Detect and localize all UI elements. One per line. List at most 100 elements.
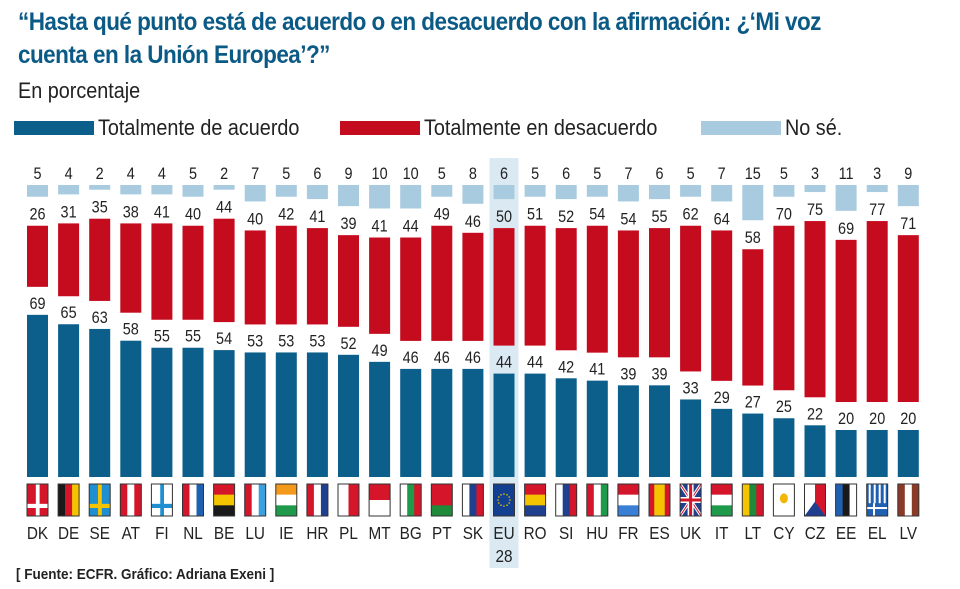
label-dontknow: 6 [500, 165, 508, 183]
flag-stripe [711, 484, 733, 495]
category-label: IE [279, 523, 293, 543]
category-label: IT [715, 523, 729, 543]
flag-cross-h [89, 503, 111, 508]
label-dontknow: 5 [282, 165, 290, 183]
label-agree: 53 [278, 332, 294, 350]
label-disagree: 44 [216, 199, 232, 217]
label-disagree: 77 [869, 201, 885, 219]
label-agree: 58 [123, 321, 139, 339]
flag-stripe [251, 484, 259, 516]
flag-stripe [476, 484, 484, 516]
label-dontknow: 4 [65, 165, 73, 183]
label-agree: 42 [558, 358, 574, 376]
flag-border [150, 483, 173, 517]
flag-stripe [306, 484, 315, 516]
label-disagree: 26 [29, 206, 45, 224]
legend-swatch-agree [14, 121, 94, 135]
bar-disagree [182, 225, 204, 320]
flag-border [337, 483, 360, 517]
label-agree: 29 [714, 389, 730, 407]
flag-stripe [617, 505, 639, 517]
flag-star [503, 505, 505, 507]
bar-agree [617, 385, 639, 477]
flag-stripe [134, 484, 142, 516]
bar-group-lu [244, 185, 267, 517]
flag-stripe [868, 484, 871, 504]
bar-disagree [711, 230, 733, 381]
category-label: LT [744, 523, 761, 543]
flag-border [306, 483, 329, 517]
flag-stripe [524, 484, 546, 495]
bar-group-ee [835, 185, 858, 517]
flag-border [835, 483, 858, 517]
flag-border [275, 483, 298, 517]
label-dontknow: 6 [655, 165, 663, 183]
bar-group-at [119, 185, 142, 517]
category-label: LU [245, 523, 265, 543]
category-label: BE [214, 523, 234, 543]
flag-stripe [58, 484, 66, 516]
bar-group-dk [26, 185, 49, 517]
bar-dontknow [338, 185, 359, 207]
flag-border [679, 483, 702, 517]
flag-border [772, 483, 795, 517]
bar-dontknow [213, 185, 235, 190]
flag-border [804, 483, 826, 517]
bar-disagree [27, 225, 48, 287]
flag-stripe [369, 484, 391, 501]
flag-border [399, 483, 422, 517]
bar-dontknow [680, 185, 702, 197]
flag-stripe [400, 484, 408, 516]
flag-star [498, 502, 500, 504]
bar-dontknow [89, 185, 111, 190]
flag-stripe [182, 484, 190, 516]
flag-cross-v [98, 484, 102, 516]
flag-stripe [524, 494, 546, 506]
flag-stripe [883, 484, 886, 504]
bar-agree [58, 324, 80, 477]
flag-stripe [756, 484, 764, 516]
label-agree: 53 [247, 332, 263, 350]
flag-border [555, 483, 578, 517]
flag-stripe [878, 484, 881, 504]
flag-stripe [414, 484, 422, 516]
bar-dontknow [773, 185, 795, 197]
flag-stripe [815, 484, 826, 516]
label-dontknow: 11 [839, 165, 854, 183]
flag-stripe [65, 484, 73, 516]
bar-dontknow [493, 185, 515, 200]
label-agree: 63 [92, 309, 108, 327]
flag-border [213, 483, 236, 517]
category-label: LV [900, 523, 918, 543]
bar-group-be [213, 185, 236, 517]
label-disagree: 55 [651, 208, 667, 226]
flag-cross-h [151, 503, 173, 508]
category-label: BG [400, 523, 422, 543]
label-agree: 39 [651, 365, 667, 383]
label-agree: 55 [154, 328, 170, 346]
label-disagree: 51 [527, 206, 543, 224]
bar-disagree [400, 237, 422, 341]
bar-agree [649, 385, 670, 477]
flag-stripe [369, 500, 391, 517]
flag-stripe [275, 484, 297, 495]
flag-stripe [555, 484, 563, 516]
category-label: SI [559, 523, 573, 543]
flag-border [897, 483, 920, 517]
label-agree: 46 [434, 349, 450, 367]
bar-group-uk [678, 185, 703, 517]
bar-dontknow [58, 185, 80, 195]
flag-border [741, 483, 764, 517]
label-agree: 22 [807, 405, 823, 423]
label-agree: 27 [745, 394, 761, 412]
label-disagree: 38 [123, 203, 139, 221]
flag-cross-v [35, 484, 40, 516]
bar-agree [835, 430, 857, 477]
bar-agree [462, 368, 484, 477]
bar-group-se [88, 185, 111, 517]
bar-group-sk [461, 185, 484, 517]
bar-disagree [120, 223, 142, 313]
bar-dontknow [182, 185, 204, 197]
label-agree: 46 [465, 349, 481, 367]
flag-border [88, 483, 111, 517]
